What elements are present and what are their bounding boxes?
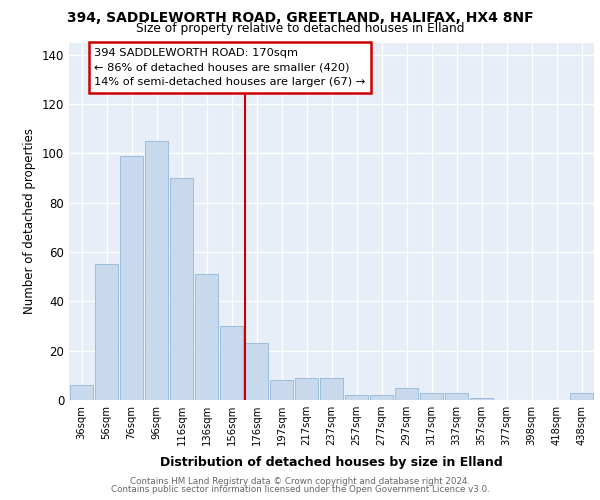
Bar	[70, 385, 93, 400]
Bar	[420, 392, 443, 400]
Bar	[445, 392, 468, 400]
Bar	[95, 264, 118, 400]
Bar	[120, 156, 143, 400]
Bar	[570, 392, 593, 400]
Bar	[395, 388, 418, 400]
Text: Contains HM Land Registry data © Crown copyright and database right 2024.: Contains HM Land Registry data © Crown c…	[130, 477, 470, 486]
Bar	[195, 274, 218, 400]
Bar	[270, 380, 293, 400]
Bar	[170, 178, 193, 400]
X-axis label: Distribution of detached houses by size in Elland: Distribution of detached houses by size …	[160, 456, 503, 469]
Bar	[220, 326, 243, 400]
Text: Contains public sector information licensed under the Open Government Licence v3: Contains public sector information licen…	[110, 485, 490, 494]
Text: Size of property relative to detached houses in Elland: Size of property relative to detached ho…	[136, 22, 464, 35]
Bar	[470, 398, 493, 400]
Text: 394, SADDLEWORTH ROAD, GREETLAND, HALIFAX, HX4 8NF: 394, SADDLEWORTH ROAD, GREETLAND, HALIFA…	[67, 11, 533, 25]
Bar	[370, 395, 393, 400]
Text: 394 SADDLEWORTH ROAD: 170sqm
← 86% of detached houses are smaller (420)
14% of s: 394 SADDLEWORTH ROAD: 170sqm ← 86% of de…	[94, 48, 365, 88]
Bar	[320, 378, 343, 400]
Y-axis label: Number of detached properties: Number of detached properties	[23, 128, 36, 314]
Bar	[145, 141, 168, 400]
Bar	[245, 344, 268, 400]
Bar	[345, 395, 368, 400]
Bar	[295, 378, 318, 400]
